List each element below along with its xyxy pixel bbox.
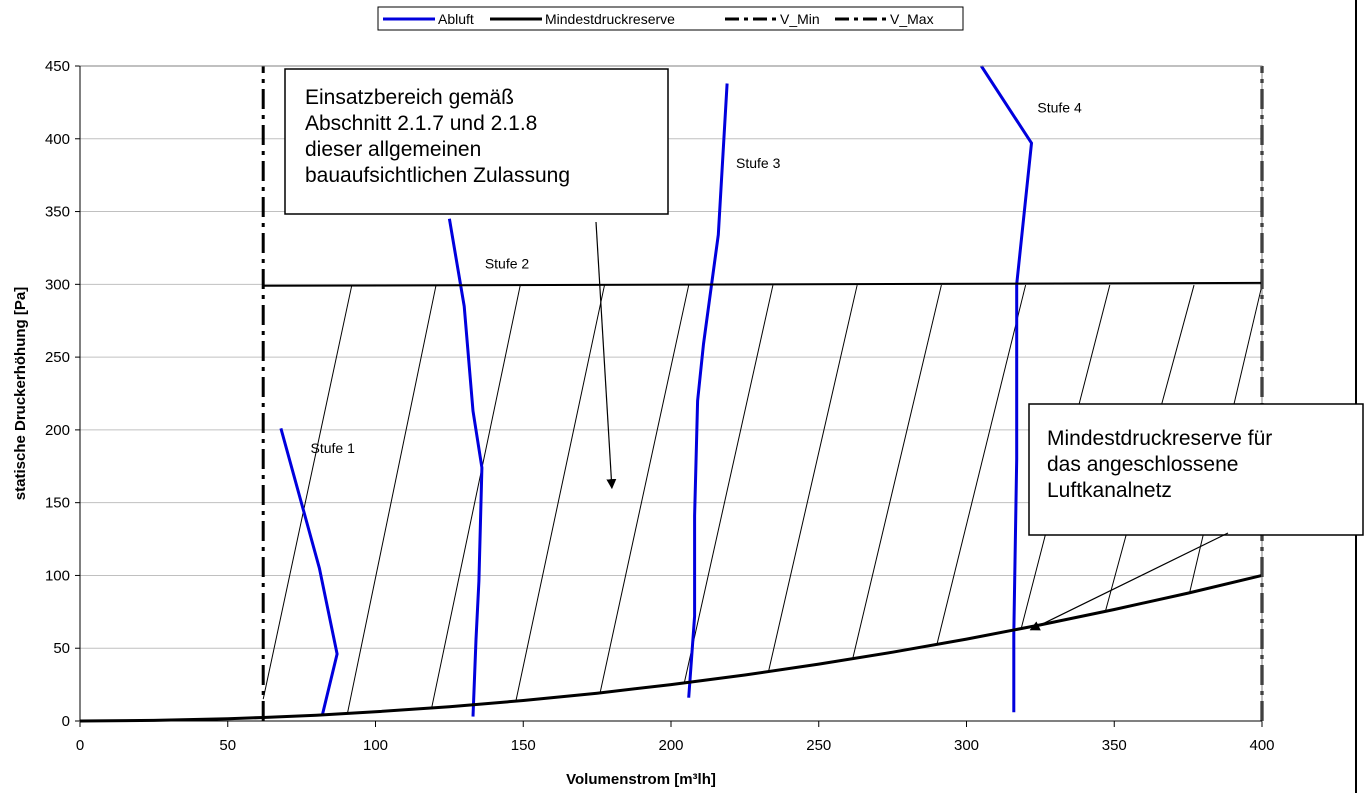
x-axis-title: Volumenstrom [m³lh]: [566, 771, 716, 788]
callout-einsatzbereich-text: Abschnitt 2.1.7 und 2.1.8: [305, 112, 537, 135]
x-tick-label: 200: [658, 737, 683, 754]
plot-frame: [79, 65, 1263, 722]
stufe-label: Stufe 4: [1037, 100, 1082, 116]
callout-einsatzbereich-text: dieser allgemeinen: [305, 138, 481, 161]
legend-box: [377, 6, 964, 31]
y-tick-label: 300: [45, 276, 70, 293]
hatch-line: [768, 284, 858, 672]
callout-mindestdruck-text: Mindestdruckreserve für: [1047, 427, 1272, 450]
callout-einsatzbereich-arrow: [595, 221, 617, 490]
series-mindestdruckreserve-line: [79, 573, 1263, 723]
series-abluft-line: [279, 428, 339, 716]
y-tick-label: 100: [45, 567, 70, 584]
stufe-label: Stufe 3: [736, 155, 781, 171]
series-mindestdruckreserve-line: [263, 281, 1263, 287]
callout-mindestdruck-box: [1028, 403, 1364, 536]
y-tick-label: 150: [45, 495, 70, 512]
callout-mindestdruck-text: das angeschlossene: [1047, 453, 1238, 476]
hatch-line: [936, 284, 1027, 645]
axis-layer: [75, 0, 1357, 793]
hatch-line: [683, 284, 774, 683]
x-tick-label: 100: [363, 737, 388, 754]
series-abluft-line: [687, 83, 729, 698]
y-tick-label: 350: [45, 204, 70, 221]
legend: Abluft Mindestdruckreserve V_Min V_Max: [377, 6, 964, 31]
callout-einsatzbereich-box: [284, 68, 669, 215]
callout-mindestdruck-text: Luftkanalnetz: [1047, 479, 1172, 502]
label-layer: 0 50 100 150 200 250 300 350 400 450 0 50 100 150 200 2…: [12, 58, 1275, 788]
callout-einsatzbereich-text: Einsatzbereich gemäß: [305, 86, 514, 109]
y-axis-title: statische Druckerhöhung [Pa]: [12, 287, 29, 500]
y-tick-label: 400: [45, 131, 70, 148]
callout-mindestdruck-arrow: [1029, 532, 1229, 631]
x-tick-label: 0: [76, 737, 84, 754]
x-tick-label: 50: [219, 737, 236, 754]
hatch-layer: [262, 284, 1263, 714]
y-tick-label: 0: [62, 713, 70, 730]
legend-label: V_Min: [780, 11, 820, 27]
x-tick-label: 150: [511, 737, 536, 754]
legend-label: V_Max: [890, 11, 934, 27]
legend-label: Mindestdruckreserve: [545, 11, 675, 27]
hatch-line: [599, 284, 690, 693]
callout-layer: Einsatzbereich gemäß Abschnitt 2.1.7 und …: [284, 68, 1364, 631]
stufe-label: Stufe 1: [310, 440, 355, 456]
x-tick-label: 300: [954, 737, 979, 754]
x-tick-label: 400: [1249, 737, 1274, 754]
x-tick-label: 350: [1102, 737, 1127, 754]
callout-einsatzbereich-text: bauaufsichtlichen Zulassung: [305, 164, 570, 187]
stufe-label: Stufe 2: [485, 255, 530, 271]
y-tick-label: 50: [53, 640, 70, 657]
hatch-line: [346, 284, 437, 714]
series-abluft-line: [447, 218, 484, 717]
legend-label: Abluft: [438, 11, 474, 27]
y-tick-label: 450: [45, 58, 70, 75]
hatch-line: [852, 284, 942, 659]
hatch-line: [262, 284, 353, 700]
x-tick-label: 250: [806, 737, 831, 754]
series-abluft-line: [980, 65, 1034, 713]
hatch-line: [431, 284, 521, 709]
grid-layer: [80, 65, 1262, 649]
y-tick-label: 200: [45, 422, 70, 439]
series-layer: [79, 65, 1264, 723]
y-tick-label: 250: [45, 349, 70, 366]
hatch-line: [515, 284, 606, 702]
